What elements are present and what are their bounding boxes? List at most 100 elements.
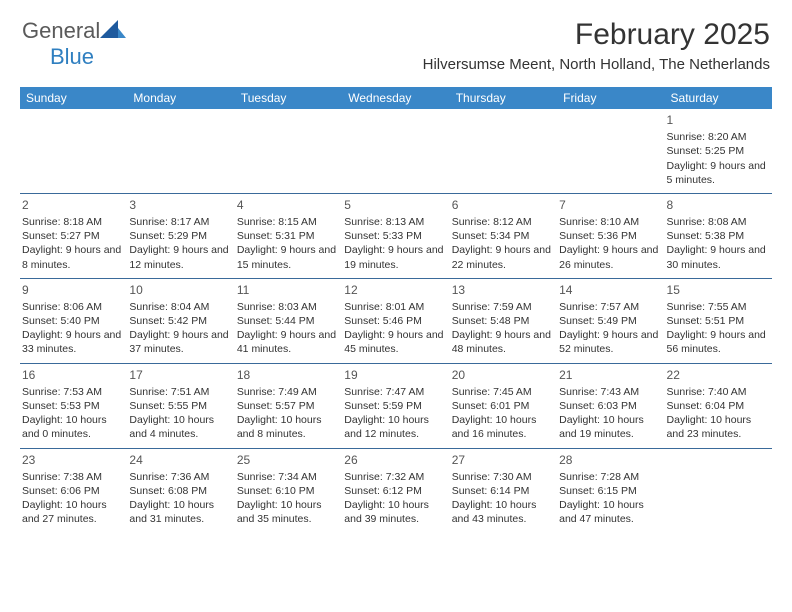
day-number: 16 (22, 367, 121, 383)
daylight-text: Daylight: 9 hours and 8 minutes. (22, 243, 121, 271)
sunset-text: Sunset: 5:38 PM (667, 229, 766, 243)
daylight-text: Daylight: 10 hours and 12 minutes. (344, 413, 443, 441)
sunrise-text: Sunrise: 8:17 AM (129, 215, 228, 229)
calendar-cell: 15 Sunrise: 7:55 AMSunset: 5:51 PMDayligh… (665, 278, 772, 363)
sunrise-text: Sunrise: 7:34 AM (237, 470, 336, 484)
sunset-text: Sunset: 5:57 PM (237, 399, 336, 413)
sunrise-text: Sunrise: 7:30 AM (452, 470, 551, 484)
calendar-cell: 11Sunrise: 8:03 AMSunset: 5:44 PMDayligh… (235, 278, 342, 363)
calendar-cell (127, 109, 234, 193)
logo-text: General Blue (22, 18, 126, 70)
dayname-row: Sunday Monday Tuesday Wednesday Thursday… (20, 87, 772, 109)
daylight-text: Daylight: 9 hours and 48 minutes. (452, 328, 551, 356)
daylight-text: Daylight: 10 hours and 19 minutes. (559, 413, 658, 441)
sunrise-text: Sunrise: 7:55 AM (667, 300, 766, 314)
daylight-text: Daylight: 9 hours and 5 minutes. (667, 159, 766, 187)
day-number: 6 (452, 197, 551, 213)
sunset-text: Sunset: 6:06 PM (22, 484, 121, 498)
calendar-week: 2Sunrise: 8:18 AMSunset: 5:27 PMDaylight… (20, 193, 772, 278)
sunrise-text: Sunrise: 7:38 AM (22, 470, 121, 484)
sunset-text: Sunset: 6:14 PM (452, 484, 551, 498)
calendar-cell: 19Sunrise: 7:47 AMSunset: 5:59 PMDayligh… (342, 363, 449, 448)
day-number: 4 (237, 197, 336, 213)
daylight-text: Daylight: 9 hours and 41 minutes. (237, 328, 336, 356)
calendar-cell: 4 Sunrise: 8:15 AMSunset: 5:31 PMDaylight… (235, 193, 342, 278)
daylight-text: Daylight: 9 hours and 56 minutes. (667, 328, 766, 356)
day-number: 14 (559, 282, 658, 298)
logo: General Blue (22, 18, 126, 70)
sunset-text: Sunset: 6:15 PM (559, 484, 658, 498)
day-number: 11 (237, 282, 336, 298)
sunrise-text: Sunrise: 8:15 AM (237, 215, 336, 229)
dayname-sun: Sunday (20, 87, 127, 109)
sunset-text: Sunset: 5:42 PM (129, 314, 228, 328)
sunset-text: Sunset: 5:31 PM (237, 229, 336, 243)
daylight-text: Daylight: 10 hours and 16 minutes. (452, 413, 551, 441)
sunrise-text: Sunrise: 8:08 AM (667, 215, 766, 229)
daylight-text: Daylight: 10 hours and 35 minutes. (237, 498, 336, 526)
sunset-text: Sunset: 5:53 PM (22, 399, 121, 413)
calendar-cell: 14 Sunrise: 7:57 AMSunset: 5:49 PMDayligh… (557, 278, 664, 363)
sunset-text: Sunset: 5:34 PM (452, 229, 551, 243)
daylight-text: Daylight: 9 hours and 30 minutes. (667, 243, 766, 271)
day-number: 5 (344, 197, 443, 213)
calendar-cell: 7Sunrise: 8:10 AMSunset: 5:36 PMDaylight… (557, 193, 664, 278)
sunrise-text: Sunrise: 7:47 AM (344, 385, 443, 399)
sunset-text: Sunset: 5:51 PM (667, 314, 766, 328)
calendar-cell (665, 448, 772, 532)
sunrise-text: Sunrise: 8:20 AM (667, 130, 766, 144)
calendar-week: 23Sunrise: 7:38 AMSunset: 6:06 PMDayligh… (20, 448, 772, 532)
sunrise-text: Sunrise: 7:57 AM (559, 300, 658, 314)
calendar-cell: 28Sunrise: 7:28 AMSunset: 6:15 PMDayligh… (557, 448, 664, 532)
sunset-text: Sunset: 6:08 PM (129, 484, 228, 498)
sunrise-text: Sunrise: 7:36 AM (129, 470, 228, 484)
sunset-text: Sunset: 6:12 PM (344, 484, 443, 498)
calendar-cell: 9Sunrise: 8:06 AMSunset: 5:40 PMDaylight… (20, 278, 127, 363)
daylight-text: Daylight: 10 hours and 4 minutes. (129, 413, 228, 441)
day-number: 28 (559, 452, 658, 468)
daylight-text: Daylight: 10 hours and 23 minutes. (667, 413, 766, 441)
sunset-text: Sunset: 5:40 PM (22, 314, 121, 328)
daylight-text: Daylight: 10 hours and 27 minutes. (22, 498, 121, 526)
sunset-text: Sunset: 5:59 PM (344, 399, 443, 413)
sunset-text: Sunset: 5:49 PM (559, 314, 658, 328)
header: General Blue February 2025 Hilversumse M… (0, 0, 792, 79)
sunrise-text: Sunrise: 8:13 AM (344, 215, 443, 229)
page-subtitle: Hilversumse Meent, North Holland, The Ne… (423, 56, 770, 73)
logo-word-blue: Blue (50, 44, 94, 69)
calendar-cell: 16Sunrise: 7:53 AMSunset: 5:53 PMDayligh… (20, 363, 127, 448)
daylight-text: Daylight: 10 hours and 39 minutes. (344, 498, 443, 526)
calendar-cell: 23 Sunrise: 7:38 AMSunset: 6:06 PMDayligh… (20, 448, 127, 532)
calendar-cell: 8 Sunrise: 8:08 AMSunset: 5:38 PMDaylight… (665, 193, 772, 278)
calendar-cell: 1Sunrise: 8:20 AMSunset: 5:25 PMDaylight… (665, 109, 772, 193)
calendar-cell: 21Sunrise: 7:43 AMSunset: 6:03 PMDayligh… (557, 363, 664, 448)
daylight-text: Daylight: 10 hours and 47 minutes. (559, 498, 658, 526)
daylight-text: Daylight: 9 hours and 19 minutes. (344, 243, 443, 271)
daylight-text: Daylight: 9 hours and 52 minutes. (559, 328, 658, 356)
day-number: 15 (667, 282, 766, 298)
sunset-text: Sunset: 5:36 PM (559, 229, 658, 243)
day-number: 3 (129, 197, 228, 213)
calendar-cell (235, 109, 342, 193)
calendar-cell: 22Sunrise: 7:40 AMSunset: 6:04 PMDayligh… (665, 363, 772, 448)
daylight-text: Daylight: 9 hours and 33 minutes. (22, 328, 121, 356)
sunset-text: Sunset: 5:46 PM (344, 314, 443, 328)
page-title: February 2025 (423, 18, 770, 52)
day-number: 24 (129, 452, 228, 468)
calendar-cell: 17Sunrise: 7:51 AMSunset: 5:55 PMDayligh… (127, 363, 234, 448)
day-number: 13 (452, 282, 551, 298)
day-number: 1 (667, 112, 766, 128)
day-number: 8 (667, 197, 766, 213)
day-number: 23 (22, 452, 121, 468)
calendar-cell (342, 109, 449, 193)
calendar-cell: 10Sunrise: 8:04 AMSunset: 5:42 PMDayligh… (127, 278, 234, 363)
dayname-thu: Thursday (450, 87, 557, 109)
sunset-text: Sunset: 6:03 PM (559, 399, 658, 413)
sunset-text: Sunset: 5:48 PM (452, 314, 551, 328)
daylight-text: Daylight: 9 hours and 15 minutes. (237, 243, 336, 271)
title-block: February 2025 Hilversumse Meent, North H… (423, 18, 770, 73)
sunrise-text: Sunrise: 7:32 AM (344, 470, 443, 484)
sunset-text: Sunset: 5:29 PM (129, 229, 228, 243)
day-number: 20 (452, 367, 551, 383)
calendar-cell (20, 109, 127, 193)
